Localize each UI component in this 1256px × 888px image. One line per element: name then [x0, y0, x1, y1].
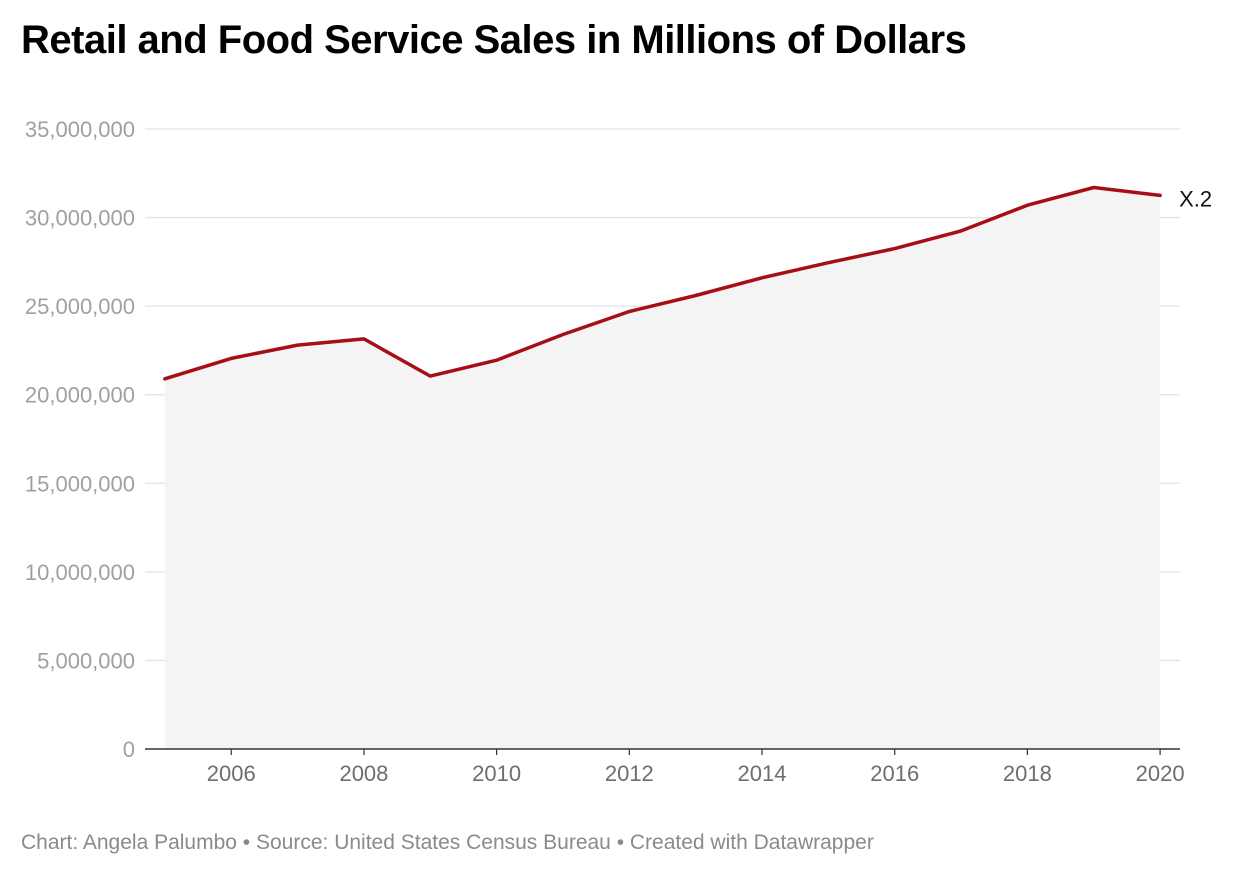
data-point-2006 [230, 357, 233, 360]
x-tick-label: 2010 [472, 761, 521, 786]
data-point-2019 [1092, 186, 1095, 189]
data-point-2010 [495, 359, 498, 362]
data-point-2009 [429, 375, 432, 378]
data-point-2015 [827, 261, 830, 264]
data-point-2014 [761, 276, 764, 279]
x-tick-label: 2012 [605, 761, 654, 786]
x-axis-ticks: 2006 2008 2010 2012 2014 2016 2018 2020 [207, 749, 1185, 786]
x-tick-label: 2006 [207, 761, 256, 786]
x-tick-label: 2014 [738, 761, 787, 786]
data-point-2017 [960, 229, 963, 232]
data-point-2005 [163, 377, 166, 380]
series-label: X.2 [1179, 186, 1212, 211]
chart-title: Retail and Food Service Sales in Million… [21, 18, 967, 62]
data-point-2018 [1026, 204, 1029, 207]
y-tick-label: 30,000,000 [25, 206, 135, 231]
data-point-2008 [362, 337, 365, 340]
y-tick-label: 20,000,000 [25, 383, 135, 408]
data-point-2013 [694, 294, 697, 297]
data-point-2007 [296, 344, 299, 347]
series-area [164, 187, 1161, 749]
data-point-2012 [628, 310, 631, 313]
data-point-2011 [561, 333, 564, 336]
data-point-2016 [893, 247, 896, 250]
y-axis-ticks: 0 5,000,000 10,000,000 15,000,000 20,000,000… [25, 117, 135, 762]
data-point-2020 [1159, 194, 1162, 197]
y-tick-label: 0 [123, 737, 135, 762]
y-tick-label: 5,000,000 [37, 648, 135, 673]
y-tick-label: 25,000,000 [25, 294, 135, 319]
x-tick-label: 2018 [1003, 761, 1052, 786]
series-line [163, 185, 1162, 381]
x-tick-label: 2016 [870, 761, 919, 786]
y-tick-label: 15,000,000 [25, 471, 135, 496]
y-tick-label: 10,000,000 [25, 560, 135, 585]
x-tick-label: 2008 [339, 761, 388, 786]
chart-footer: Chart: Angela Palumbo • Source: United S… [21, 831, 874, 854]
y-tick-label: 35,000,000 [25, 117, 135, 142]
x-tick-label: 2020 [1136, 761, 1185, 786]
